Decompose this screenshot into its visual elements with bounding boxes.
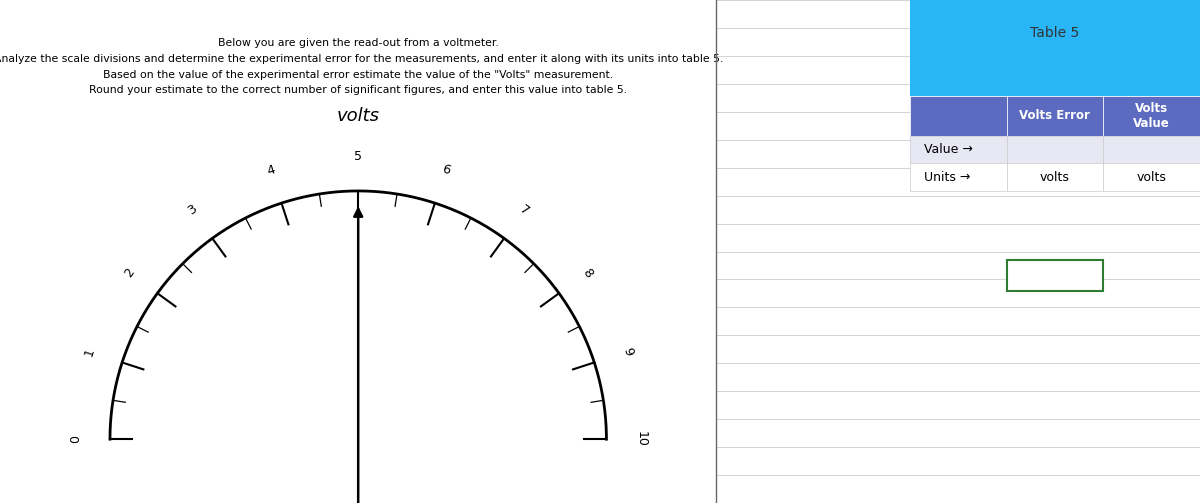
Text: Units →: Units → bbox=[924, 171, 971, 184]
Bar bbox=[910, 96, 1007, 136]
Bar bbox=[1007, 261, 1103, 291]
Bar bbox=[1103, 163, 1200, 191]
Text: 0: 0 bbox=[68, 435, 82, 443]
Text: 3: 3 bbox=[185, 203, 199, 218]
Bar bbox=[910, 163, 1007, 191]
Bar bbox=[1103, 136, 1200, 163]
Text: 1: 1 bbox=[82, 346, 96, 358]
Text: volts: volts bbox=[1136, 171, 1166, 184]
Bar bbox=[910, 0, 1200, 96]
Text: Table 5: Table 5 bbox=[1031, 27, 1080, 40]
Text: 10: 10 bbox=[635, 431, 648, 447]
Text: 9: 9 bbox=[620, 346, 635, 358]
Text: 7: 7 bbox=[517, 203, 532, 218]
Text: Volts Error: Volts Error bbox=[1020, 109, 1091, 122]
Text: Volts
Value: Volts Value bbox=[1133, 102, 1170, 130]
Text: Value →: Value → bbox=[924, 143, 973, 156]
Bar bbox=[1007, 136, 1103, 163]
Text: 8: 8 bbox=[580, 266, 595, 280]
Text: Below you are given the read-out from a voltmeter.
Analyze the scale divisions a: Below you are given the read-out from a … bbox=[0, 38, 722, 95]
Text: 2: 2 bbox=[121, 266, 137, 280]
Bar bbox=[1007, 163, 1103, 191]
Bar bbox=[1103, 96, 1200, 136]
Text: volts: volts bbox=[1040, 171, 1070, 184]
Text: 5: 5 bbox=[354, 150, 362, 162]
Text: volts: volts bbox=[337, 108, 379, 125]
Text: 4: 4 bbox=[265, 162, 276, 178]
Bar bbox=[1007, 96, 1103, 136]
Text: 6: 6 bbox=[440, 162, 451, 178]
Bar bbox=[910, 136, 1007, 163]
